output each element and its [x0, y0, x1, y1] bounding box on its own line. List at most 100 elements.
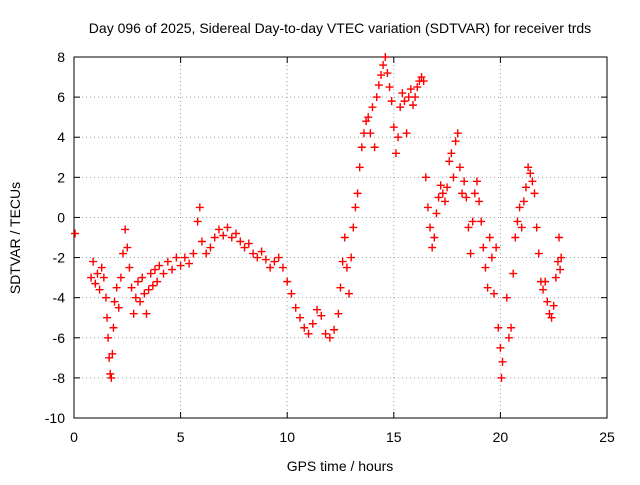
- data-point: [168, 265, 177, 274]
- data-point: [517, 223, 526, 232]
- data-point: [240, 243, 249, 252]
- data-point: [391, 149, 400, 158]
- data-point: [336, 283, 345, 292]
- data-point: [180, 253, 189, 262]
- data-point: [551, 273, 560, 282]
- x-tick-label: 20: [493, 429, 509, 445]
- data-point: [532, 223, 541, 232]
- data-point: [104, 333, 113, 342]
- data-point: [253, 253, 262, 262]
- data-point: [453, 129, 462, 138]
- data-point: [95, 285, 104, 294]
- data-point: [325, 333, 334, 342]
- data-point: [470, 189, 479, 198]
- axes: [73, 56, 608, 419]
- data-point: [131, 293, 140, 302]
- data-point: [151, 265, 160, 274]
- data-point: [148, 281, 157, 290]
- data-point: [127, 283, 136, 292]
- data-point: [107, 373, 116, 382]
- data-point: [176, 261, 185, 270]
- data-point: [244, 239, 253, 248]
- y-tick-label: -8: [53, 370, 66, 386]
- data-point: [398, 89, 407, 98]
- data-point: [123, 243, 132, 252]
- data-point: [106, 369, 115, 378]
- data-point: [340, 233, 349, 242]
- x-axis-label: GPS time / hours: [287, 458, 394, 474]
- data-point: [214, 225, 223, 234]
- data-point: [368, 103, 377, 112]
- data-point: [257, 247, 266, 256]
- tick-labels: 0 5 10 15 20 25 -10 -8 -6 -4 -2 0 2 4 6 8: [45, 49, 615, 445]
- data-point: [394, 133, 403, 142]
- data-point: [116, 273, 125, 282]
- data-point: [374, 81, 383, 90]
- data-point: [462, 193, 471, 202]
- data-point: [195, 203, 204, 212]
- data-point: [497, 373, 506, 382]
- data-point: [447, 149, 456, 158]
- data-point: [266, 263, 275, 272]
- data-point: [436, 181, 445, 190]
- data-point: [91, 279, 100, 288]
- data-point: [87, 273, 96, 282]
- x-tick-label: 15: [386, 429, 402, 445]
- data-point: [185, 259, 194, 268]
- data-point: [419, 77, 428, 86]
- data-point: [515, 203, 524, 212]
- data-point: [313, 305, 322, 314]
- data-point: [345, 289, 354, 298]
- data-point: [400, 97, 409, 106]
- y-tick-label: 0: [57, 209, 65, 225]
- data-point: [449, 173, 458, 182]
- data-point: [172, 253, 181, 262]
- data-point: [334, 309, 343, 318]
- data-point: [458, 189, 467, 198]
- y-tick-label: 8: [57, 49, 65, 65]
- y-tick-label: -10: [45, 410, 65, 426]
- data-point: [460, 177, 469, 186]
- data-point: [278, 263, 287, 272]
- data-point: [155, 261, 164, 270]
- data-point: [364, 113, 373, 122]
- data-point: [483, 283, 492, 292]
- data-point: [504, 333, 513, 342]
- data-point: [159, 269, 168, 278]
- data-point: [210, 233, 219, 242]
- data-point: [119, 249, 128, 258]
- data-point: [487, 253, 496, 262]
- grid: [74, 57, 607, 418]
- data-point: [509, 269, 518, 278]
- data-point: [385, 83, 394, 92]
- data-point: [477, 217, 486, 226]
- data-point: [530, 189, 539, 198]
- data-point: [110, 297, 119, 306]
- data-point: [524, 163, 533, 172]
- data-point: [291, 303, 300, 312]
- data-point: [136, 297, 145, 306]
- y-tick-label: 2: [57, 169, 65, 185]
- data-point: [507, 323, 516, 332]
- data-point: [468, 217, 477, 226]
- data-point: [287, 289, 296, 298]
- data-point: [308, 319, 317, 328]
- data-point: [402, 129, 411, 138]
- data-point: [300, 323, 309, 332]
- data-point: [133, 277, 142, 286]
- y-tick-label: -2: [53, 250, 66, 266]
- data-point: [142, 309, 151, 318]
- data-point: [317, 311, 326, 320]
- data-point: [125, 263, 134, 272]
- data-point: [406, 85, 415, 94]
- data-point: [492, 243, 501, 252]
- data-point: [129, 309, 138, 318]
- data-point: [519, 197, 528, 206]
- data-point: [274, 253, 283, 262]
- y-tick-label: 6: [57, 89, 65, 105]
- x-tick-label: 25: [599, 429, 615, 445]
- data-point: [261, 255, 270, 264]
- data-point: [543, 297, 552, 306]
